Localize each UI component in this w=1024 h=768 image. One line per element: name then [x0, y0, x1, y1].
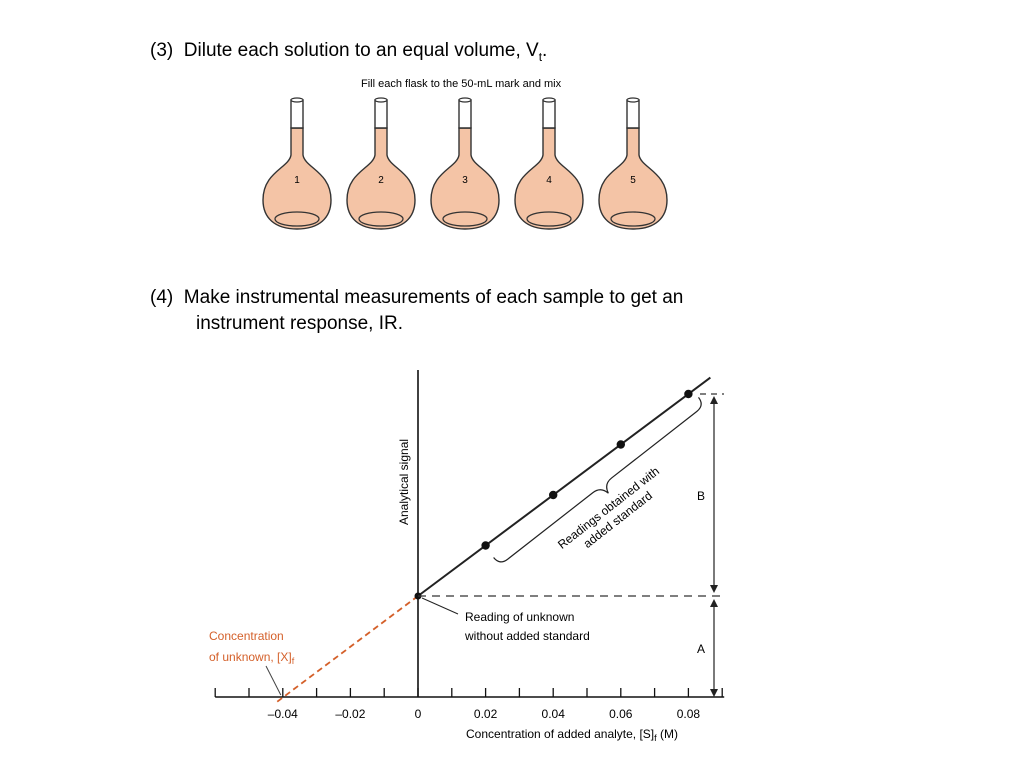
conc-leader-line — [265, 665, 282, 696]
flask-neck — [626, 99, 640, 129]
flask-base — [358, 211, 404, 227]
label-a: A — [697, 642, 705, 656]
readings-annotation: Readings obtained withadded standard — [555, 464, 671, 564]
flask-neck — [374, 99, 388, 129]
volumetric-flask: 1 — [262, 97, 332, 230]
x-tick-label: 0.08 — [677, 707, 701, 721]
label-b: B — [697, 489, 705, 503]
unknown-annotation-line1: Reading of unknown — [465, 610, 574, 624]
volumetric-flask: 5 — [598, 97, 668, 230]
flask-liquid — [430, 127, 500, 230]
flask-liquid — [514, 127, 584, 230]
flask-rim — [374, 97, 388, 103]
flask-liquid — [262, 127, 332, 230]
data-point — [684, 389, 693, 399]
x-tick-label: –0.02 — [335, 707, 365, 721]
dimension-arrow-a-head-bottom — [710, 689, 718, 697]
step-3-body: Dilute each solution to an equal volume,… — [183, 40, 539, 61]
flask-neck — [542, 99, 556, 129]
flask-rim — [626, 97, 640, 103]
flask-label: 3 — [462, 175, 468, 186]
flask-caption: Fill each flask to the 50-mL mark and mi… — [361, 78, 562, 90]
flask-rim — [290, 97, 304, 103]
flask-base — [442, 211, 488, 227]
x-tick-label: 0 — [415, 707, 422, 721]
flask-label: 1 — [294, 175, 300, 186]
flask-label: 4 — [546, 175, 552, 186]
flask-base — [526, 211, 572, 227]
conc-annotation-line2: of unknown, [X]f — [209, 650, 295, 666]
data-point — [616, 440, 625, 449]
flask-label: 2 — [378, 175, 384, 186]
x-axis-label: Concentration of added analyte, [S]f (M) — [466, 727, 678, 743]
flask-liquid — [598, 127, 668, 230]
flask-neck — [290, 99, 304, 129]
volumetric-flask: 4 — [514, 97, 584, 230]
data-point — [481, 541, 490, 550]
dimension-arrow-b-head-top — [710, 396, 718, 404]
readings-brace — [493, 397, 702, 563]
y-axis-label: Analytical signal — [397, 439, 411, 525]
volumetric-flask: 3 — [430, 97, 500, 230]
flask-base — [274, 211, 320, 227]
flask-rim — [542, 97, 556, 103]
flask-rim — [458, 97, 472, 103]
dimension-arrow-a-head-top — [710, 599, 718, 607]
step-4-text: (4) Make instrumental measurements of ea… — [150, 285, 683, 337]
x-tick-label: 0.06 — [609, 707, 633, 721]
step-3-tail: . — [542, 40, 548, 61]
extrapolation-line — [276, 595, 419, 703]
step-3-text: (3) Dilute each solution to an equal vol… — [150, 38, 547, 70]
dimension-arrow-b-head-bottom — [710, 585, 718, 593]
step-3-subscript: t — [538, 49, 543, 64]
conc-annotation-line1: Concentration — [209, 629, 284, 643]
data-point — [549, 490, 558, 500]
x-tick-label: –0.04 — [268, 707, 298, 721]
step-4-number: (4) — [150, 287, 174, 308]
unknown-leader-line — [421, 597, 459, 615]
flask-label: 5 — [630, 175, 636, 186]
x-tick-label: 0.02 — [474, 707, 498, 721]
calibration-line — [417, 376, 711, 597]
step-4-line2: instrument response, IR. — [196, 313, 403, 334]
flask-row: 1 2 3 4 5 — [262, 97, 668, 230]
flask-neck — [458, 99, 472, 129]
flask-base — [610, 211, 656, 227]
x-tick-label: 0.04 — [542, 707, 566, 721]
unknown-annotation-line2: without added standard — [464, 629, 590, 643]
flask-liquid — [346, 127, 416, 230]
standard-addition-chart: –0.04 –0.02 0 0.02 0.04 0.06 0.08 Analytical si… — [209, 370, 725, 743]
step-3-number: (3) — [150, 40, 174, 61]
brace-path — [493, 397, 702, 563]
step-4-line1: Make instrumental measurements of each s… — [183, 287, 684, 308]
volumetric-flask: 2 — [346, 97, 416, 230]
